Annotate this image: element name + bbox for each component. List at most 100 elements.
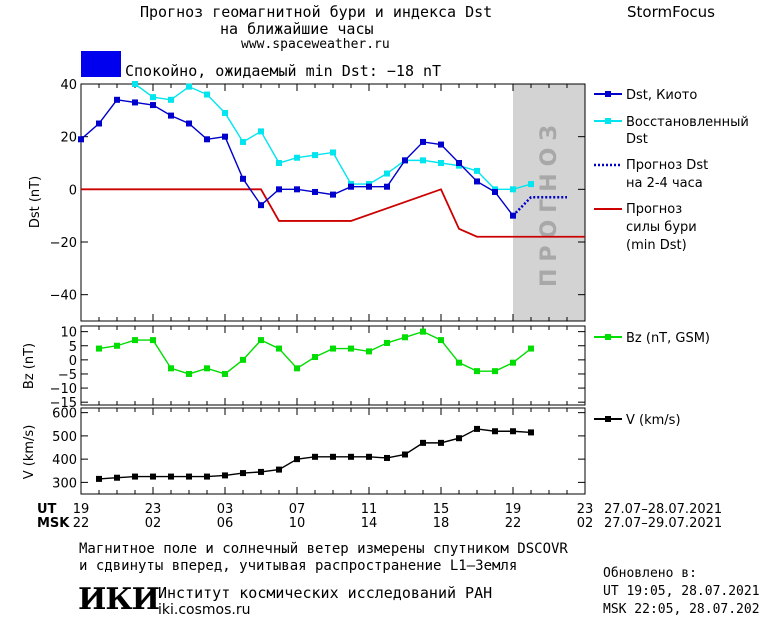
- legend-bz-marker: [605, 334, 611, 340]
- dst-restored-point: [474, 167, 480, 174]
- bz-point: [294, 365, 300, 372]
- dst-kyoto-point: [258, 202, 264, 209]
- ut-tick-label: 23: [145, 502, 162, 517]
- bz-point: [510, 359, 516, 366]
- dst-restored-point: [312, 152, 318, 159]
- velocity-point: [366, 453, 372, 460]
- dst-kyoto-point: [330, 191, 336, 198]
- ut-tick-label: 15: [433, 502, 450, 517]
- bz-ytick-label: −15: [50, 396, 77, 411]
- msk-tick-label: 02: [145, 516, 162, 531]
- bz-ytick-label: 10: [60, 326, 77, 341]
- bz-point: [528, 345, 534, 352]
- bz-point: [186, 370, 192, 377]
- dst-restored-point: [258, 128, 264, 135]
- source-url[interactable]: www.spaceweather.ru: [241, 37, 390, 52]
- msk-tick-label: 10: [289, 516, 306, 531]
- velocity-point: [510, 428, 516, 435]
- msk-tick-label: 02: [577, 516, 594, 531]
- dst-kyoto-point: [312, 188, 318, 195]
- dst-kyoto-point: [150, 102, 156, 109]
- v-ytick-label: 300: [52, 476, 77, 491]
- bz-point: [114, 342, 120, 349]
- velocity-point: [402, 451, 408, 458]
- forecast-label: ПРОГНОЗ: [537, 118, 562, 287]
- dst-restored-point: [204, 91, 210, 98]
- msk-tick-label: 18: [433, 516, 450, 531]
- legend-dst-forecast: Прогноз Dst: [626, 158, 708, 173]
- footer-note-1: Магнитное поле и солнечный ветер измерен…: [79, 541, 568, 557]
- dst-forecast-line: [512, 195, 567, 217]
- bz-point: [348, 345, 354, 352]
- velocity-point: [222, 472, 228, 479]
- bz-point: [420, 328, 426, 335]
- legend: Dst, Киото Восстановленный Dst Прогноз D…: [594, 88, 749, 428]
- v-ytick-label: 600: [52, 407, 77, 422]
- dst-kyoto-point: [204, 136, 210, 143]
- bz-point: [456, 359, 462, 366]
- dst-kyoto-point: [366, 183, 372, 190]
- dst-kyoto-point: [222, 133, 228, 140]
- msk-tick-label: 06: [217, 516, 234, 531]
- dst-restored-point: [186, 83, 192, 90]
- legend-bz: Bz (nT, GSM): [626, 331, 710, 346]
- velocity-point: [384, 454, 390, 461]
- dst-ytick-label: −20: [50, 236, 77, 251]
- status-text: Спокойно, ожидаемый min Dst: −18 nT: [125, 62, 442, 80]
- legend-storm-2: силы бури: [626, 220, 697, 235]
- legend-v: V (km/s): [626, 413, 681, 428]
- dst-kyoto-point: [492, 188, 498, 195]
- bz-point: [474, 368, 480, 375]
- legend-storm-3: (min Dst): [626, 238, 687, 253]
- dst-kyoto-point: [240, 175, 246, 182]
- updated-ut: UT 19:05, 28.07.2021: [603, 584, 760, 599]
- bz-point: [402, 334, 408, 341]
- institute-site[interactable]: iki.cosmos.ru: [158, 602, 251, 618]
- bz-point: [168, 365, 174, 372]
- velocity-point: [294, 456, 300, 463]
- velocity-point: [492, 428, 498, 435]
- bz-point: [330, 345, 336, 352]
- bz-line: [98, 330, 532, 375]
- brand-name: StormFocus: [627, 3, 715, 21]
- dst-kyoto-point: [438, 141, 444, 148]
- dst-ytick-label: 20: [60, 131, 77, 146]
- dst-kyoto-point: [402, 157, 408, 164]
- dst-kyoto-point: [348, 183, 354, 190]
- status-color-box: [81, 51, 121, 77]
- page-title: Прогноз геомагнитной бури и индекса Dst: [140, 3, 493, 21]
- velocity-point: [276, 466, 282, 473]
- dst-kyoto-point: [384, 183, 390, 190]
- msk-tick-label: 22: [505, 516, 522, 531]
- dst-restored-point: [132, 81, 138, 87]
- dst-restored-point: [150, 94, 156, 101]
- dst-kyoto-point: [186, 120, 192, 127]
- updated-label: Обновлено в:: [603, 566, 697, 581]
- dst-kyoto-point: [132, 99, 138, 106]
- velocity-point: [330, 453, 336, 460]
- velocity-point: [312, 453, 318, 460]
- velocity-point: [258, 468, 264, 475]
- ut-tick-label: 11: [361, 502, 378, 517]
- dst-kyoto-point: [456, 160, 462, 166]
- msk-range: 27.07–29.07.2021: [604, 516, 722, 531]
- msk-tick-label: 22: [73, 516, 90, 531]
- ut-label: UT: [37, 502, 57, 517]
- dst-kyoto-point: [114, 96, 120, 103]
- updated-msk: MSK 22:05, 28.07.2021: [603, 602, 760, 617]
- msk-label: MSK: [37, 516, 70, 531]
- dst-restored-point: [330, 149, 336, 156]
- dst-kyoto-point: [294, 186, 300, 193]
- dst-axis-label: Dst (nT): [28, 176, 43, 228]
- iki-logo: ИКИ: [78, 582, 160, 617]
- v-ytick-label: 500: [52, 430, 77, 445]
- footer-note-2: и сдвинуты вперед, учитывая распростране…: [79, 558, 518, 574]
- dst-restored-point: [420, 157, 426, 164]
- dst-kyoto-point: [420, 138, 426, 145]
- dst-restored-point: [294, 154, 300, 161]
- dst-ytick-label: 0: [69, 183, 77, 198]
- v-panel-frame: [80, 407, 586, 495]
- bz-point: [258, 337, 264, 344]
- ut-tick-label: 19: [73, 502, 90, 517]
